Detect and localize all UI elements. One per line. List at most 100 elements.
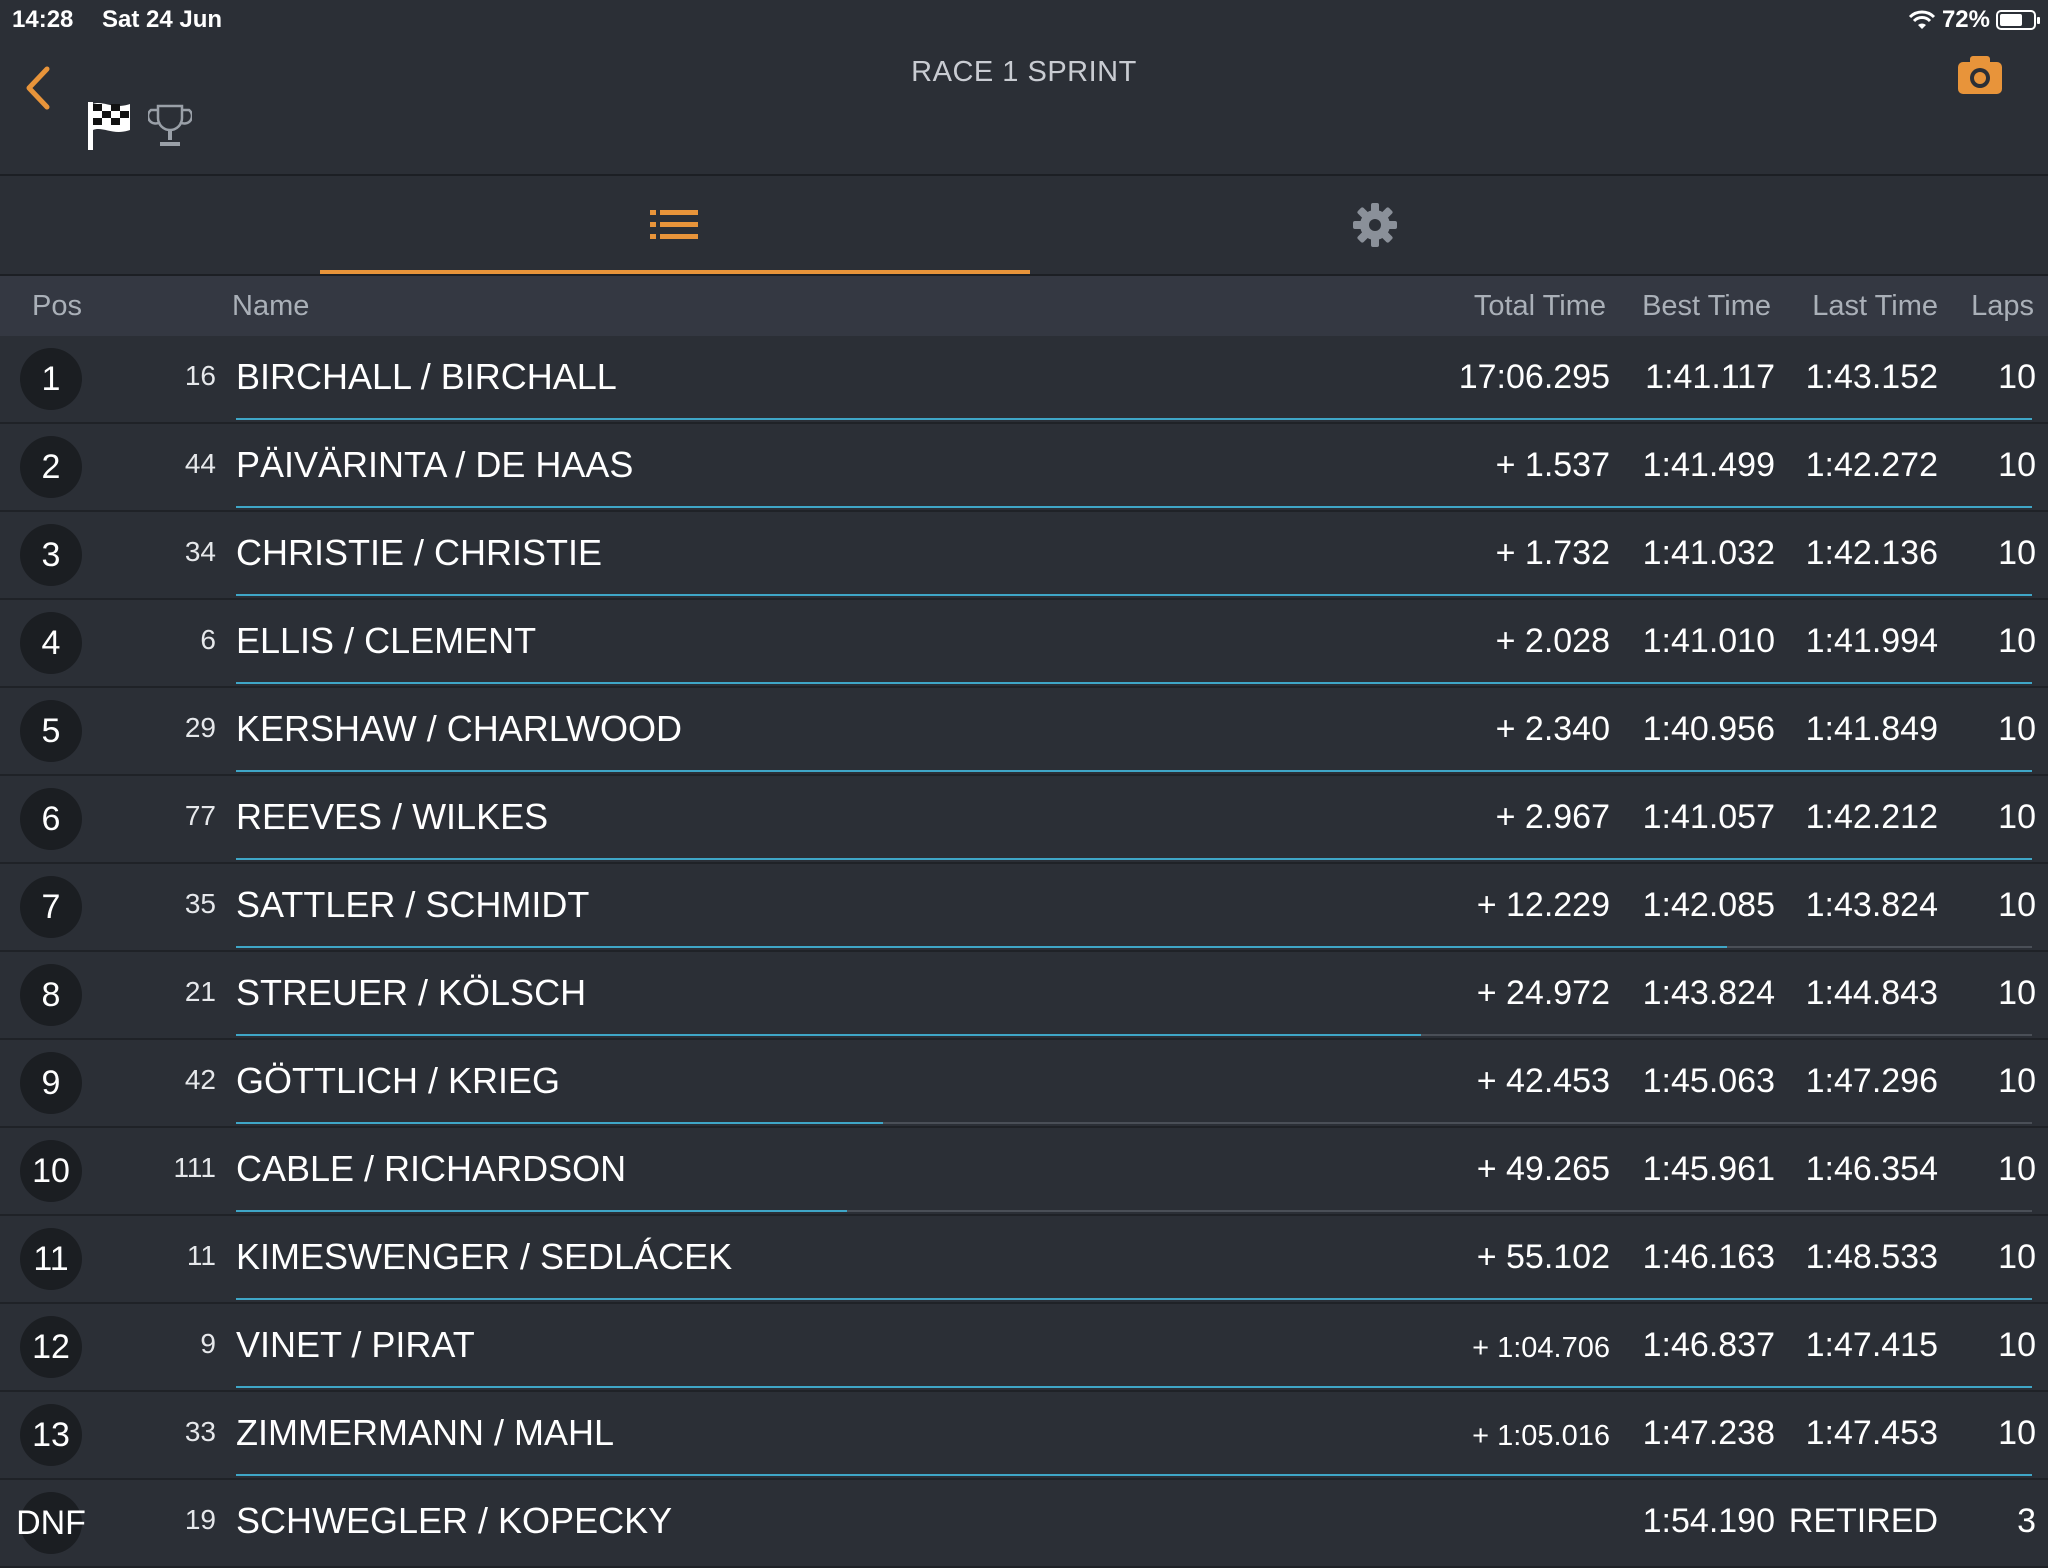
- last-time: 1:47.296: [1805, 1062, 1938, 1100]
- table-row[interactable]: 7 35 SATTLER / SCHMIDT + 12.229 1:42.085 1:43…: [0, 864, 2048, 952]
- back-button[interactable]: [16, 58, 60, 118]
- status-bar: 14:28 Sat 24 Jun 72%: [0, 0, 2048, 40]
- table-row[interactable]: 10 111 CABLE / RICHARDSON + 49.265 1:45.961 1…: [0, 1128, 2048, 1216]
- trophy-icon[interactable]: [148, 102, 192, 150]
- table-row[interactable]: 12 9 VINET / PIRAT + 1:04.706 1:46.837 1:47.4…: [0, 1304, 2048, 1392]
- last-time: 1:41.849: [1805, 710, 1938, 748]
- table-row[interactable]: 1 16 BIRCHALL / BIRCHALL 17:06.295 1:41.117 1…: [0, 336, 2048, 424]
- checkered-flag-icon[interactable]: [86, 100, 134, 152]
- col-best-time[interactable]: Best Time: [1642, 290, 1771, 322]
- position-badge: 6: [20, 788, 82, 850]
- best-time: 1:41.499: [1642, 446, 1775, 484]
- laps: 10: [1998, 710, 2036, 748]
- gap-bar-track: [236, 418, 2032, 420]
- best-time: 1:41.010: [1642, 622, 1775, 660]
- gap-bar-track: [236, 1034, 2032, 1036]
- status-time: 14:28: [12, 6, 74, 33]
- last-time: 1:41.994: [1805, 622, 1938, 660]
- table-row[interactable]: 2 44 PÄIVÄRINTA / DE HAAS + 1.537 1:41.499 1:…: [0, 424, 2048, 512]
- last-time: 1:46.354: [1805, 1150, 1938, 1188]
- laps: 10: [1998, 1326, 2036, 1364]
- best-time: 1:45.063: [1642, 1062, 1775, 1100]
- car-number: 35: [184, 888, 216, 919]
- gap-bar-track: [236, 1210, 2032, 1212]
- position-badge: 3: [20, 524, 82, 586]
- gap-bar-fill: [236, 946, 1727, 948]
- battery-percent: 72%: [1941, 6, 1990, 33]
- laps: 10: [1998, 886, 2036, 924]
- gap-bar-track: [236, 1386, 2032, 1388]
- gap-bar-fill: [236, 858, 2032, 860]
- col-last-time[interactable]: Last Time: [1812, 290, 1938, 322]
- gap-bar-track: [236, 1298, 2032, 1300]
- laps: 10: [1998, 798, 2036, 836]
- last-time: 1:42.212: [1805, 798, 1938, 836]
- driver-names: SATTLER / SCHMIDT: [236, 884, 590, 925]
- total-time: + 1:04.706: [1472, 1332, 1610, 1364]
- gap-bar-track: [236, 1474, 2032, 1476]
- position-badge: 2: [20, 436, 82, 498]
- total-time: + 49.265: [1476, 1150, 1610, 1188]
- tab-settings[interactable]: [1020, 176, 1730, 274]
- wifi-icon: [1908, 10, 1936, 29]
- total-time: + 2.028: [1495, 622, 1610, 660]
- gap-bar-track: [236, 1122, 2032, 1124]
- driver-names: STREUER / KÖLSCH: [236, 972, 587, 1013]
- car-number: 34: [184, 536, 216, 567]
- car-number: 44: [184, 448, 216, 479]
- header: RACE 1 SPRINT: [0, 40, 2048, 176]
- gap-bar-fill: [236, 1386, 2032, 1388]
- gap-bar-fill: [236, 1034, 1422, 1036]
- col-name[interactable]: Name: [232, 290, 310, 322]
- table-row[interactable]: 3 34 CHRISTIE / CHRISTIE + 1.732 1:41.032 1:4…: [0, 512, 2048, 600]
- position-badge: 7: [20, 876, 82, 938]
- best-time: 1:54.190: [1642, 1502, 1775, 1540]
- gap-bar-track: [236, 682, 2032, 684]
- tab-results-list[interactable]: [320, 176, 1030, 274]
- car-number: 9: [200, 1328, 216, 1359]
- driver-names: PÄIVÄRINTA / DE HAAS: [236, 444, 634, 485]
- position-badge: 10: [20, 1140, 82, 1202]
- table-row[interactable]: 13 33 ZIMMERMANN / MAHL + 1:05.016 1:47.238 1…: [0, 1392, 2048, 1480]
- gap-bar-track: [236, 506, 2032, 508]
- table-row[interactable]: DNF 19 SCHWEGLER / KOPECKY 1:54.190 RETIRED 3: [0, 1480, 2048, 1568]
- col-pos[interactable]: Pos: [32, 290, 82, 322]
- car-number: 19: [184, 1504, 216, 1535]
- table-row[interactable]: 4 6 ELLIS / CLEMENT + 2.028 1:41.010 1:41.994…: [0, 600, 2048, 688]
- table-row[interactable]: 11 11 KIMESWENGER / SEDLÁCEK + 55.102 1:46.1…: [0, 1216, 2048, 1304]
- gap-bar-fill: [236, 682, 2032, 684]
- car-number: 111: [173, 1152, 216, 1183]
- col-total-time[interactable]: Total Time: [1473, 290, 1606, 322]
- gap-bar-track: [236, 946, 2032, 948]
- gap-bar-fill: [236, 1210, 847, 1212]
- gap-bar-track: [236, 858, 2032, 860]
- car-number: 6: [200, 624, 216, 655]
- laps: 10: [1998, 974, 2036, 1012]
- driver-names: CHRISTIE / CHRISTIE: [236, 532, 603, 573]
- driver-names: SCHWEGLER / KOPECKY: [236, 1500, 673, 1541]
- screenshot-button[interactable]: [1956, 52, 2004, 96]
- col-laps[interactable]: Laps: [1971, 290, 2034, 322]
- last-time: 1:47.415: [1805, 1326, 1938, 1364]
- table-row[interactable]: 6 77 REEVES / WILKES + 2.967 1:41.057 1:42.21…: [0, 776, 2048, 864]
- best-time: 1:46.837: [1642, 1326, 1775, 1364]
- last-time: 1:47.453: [1805, 1414, 1938, 1452]
- table-row[interactable]: 9 42 GÖTTLICH / KRIEG + 42.453 1:45.063 1:47.…: [0, 1040, 2048, 1128]
- total-time: + 1.537: [1495, 446, 1610, 484]
- results-table-header: Pos Name Total Time Best Time Last Time …: [0, 276, 2048, 336]
- best-time: 1:46.163: [1642, 1238, 1775, 1276]
- car-number: 77: [184, 800, 216, 831]
- table-row[interactable]: 5 29 KERSHAW / CHARLWOOD + 2.340 1:40.956 1:4…: [0, 688, 2048, 776]
- table-row[interactable]: 8 21 STREUER / KÖLSCH + 24.972 1:43.824 1:44.…: [0, 952, 2048, 1040]
- car-number: 29: [184, 712, 216, 743]
- best-time: 1:41.057: [1642, 798, 1775, 836]
- laps: 10: [1998, 1062, 2036, 1100]
- gap-bar-fill: [236, 1298, 2032, 1300]
- laps: 10: [1998, 358, 2036, 396]
- gap-bar-fill: [236, 770, 2032, 772]
- position-badge: 13: [20, 1404, 82, 1466]
- driver-names: GÖTTLICH / KRIEG: [236, 1060, 561, 1101]
- position-badge: DNF: [16, 1492, 86, 1554]
- driver-names: REEVES / WILKES: [236, 796, 549, 837]
- page-title: RACE 1 SPRINT: [911, 56, 1137, 88]
